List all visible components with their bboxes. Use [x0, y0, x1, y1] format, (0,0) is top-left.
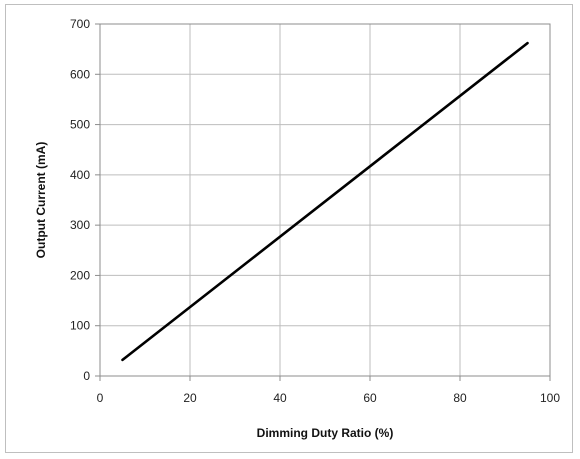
y-tick-label: 200 — [70, 268, 90, 282]
x-tick-label: 40 — [273, 391, 287, 405]
x-axis-title: Dimming Duty Ratio (%) — [257, 426, 394, 440]
y-tick-label: 600 — [70, 67, 90, 81]
x-tick-label: 80 — [453, 391, 467, 405]
x-tick-label: 20 — [183, 391, 197, 405]
x-tick-label: 0 — [97, 391, 104, 405]
y-axis-title: Output Current (mA) — [34, 142, 48, 259]
y-tick-label: 500 — [70, 118, 90, 132]
x-tick-label: 100 — [540, 391, 560, 405]
y-tick-label: 700 — [70, 17, 90, 31]
plot-area-border — [99, 23, 551, 377]
y-tick-label: 400 — [70, 168, 90, 182]
x-tick-label: 60 — [363, 391, 377, 405]
y-tick-label: 0 — [83, 369, 90, 383]
x-axis-ticks: 0 20 40 60 80 100 — [97, 376, 560, 405]
y-tick-label: 100 — [70, 319, 90, 333]
y-tick-label: 300 — [70, 218, 90, 232]
y-axis-ticks: 0 100 200 300 400 500 600 700 — [70, 17, 100, 383]
series-line — [121, 41, 529, 362]
series-group — [121, 41, 529, 362]
